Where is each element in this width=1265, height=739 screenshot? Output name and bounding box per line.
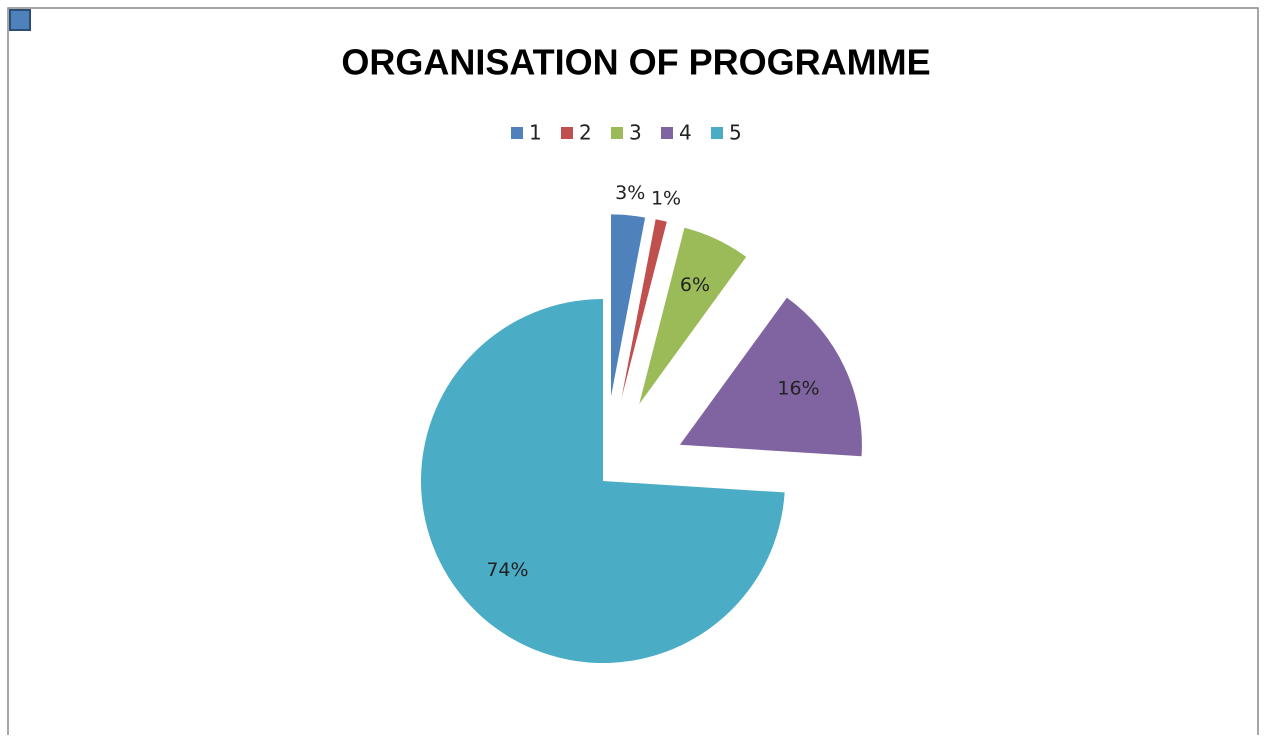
legend-label: 2 [579, 121, 592, 145]
legend-swatch [511, 127, 523, 139]
pie-slice [420, 299, 785, 664]
data-label: 6% [680, 274, 710, 296]
data-label: 1% [651, 187, 681, 209]
pie-slice [679, 297, 862, 457]
chart-title: ORGANISATION OF PROGRAMME [341, 42, 930, 83]
data-label: 3% [615, 182, 645, 204]
pie-slice [610, 214, 646, 397]
handle [9, 9, 31, 31]
legend-swatch [611, 127, 623, 139]
legend-label: 3 [629, 121, 642, 145]
data-label: 74% [486, 559, 528, 581]
data-label: 16% [777, 378, 819, 400]
legend-label: 4 [679, 121, 692, 145]
legend-label: 1 [529, 121, 542, 145]
legend-swatch [661, 127, 673, 139]
pie-slice [639, 227, 747, 405]
legend-swatch [561, 127, 573, 139]
legend-label: 5 [729, 121, 742, 145]
legend-swatch [711, 127, 723, 139]
pie-slice [621, 219, 667, 399]
